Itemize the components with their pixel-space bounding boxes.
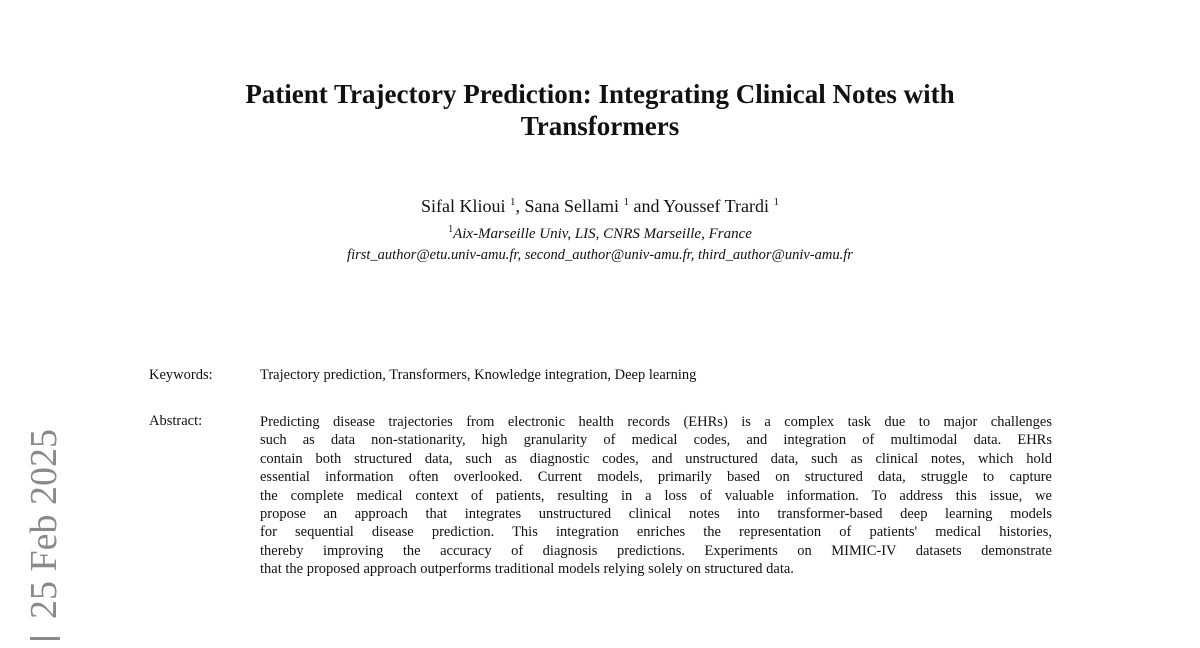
abstract-line: thereby improving the accuracy of diagno… <box>260 542 1052 559</box>
keywords-text: Trajectory prediction, Transformers, Kno… <box>260 367 697 383</box>
abstract-line: Predicting disease trajectories from ele… <box>260 414 1052 430</box>
arxiv-date: 25 Feb 2025 <box>23 429 65 619</box>
abstract-line: contain both structured data, such as di… <box>260 450 1052 467</box>
author-separator: and <box>628 196 664 216</box>
affiliation: 1Aix-Marseille Univ, LIS, CNRS Marseille… <box>0 224 1200 243</box>
abstract-line: the complete medical context of patients… <box>260 487 1052 504</box>
paper-title: Patient Trajectory Prediction: Integrati… <box>0 78 1200 142</box>
stamp-separator <box>30 637 60 640</box>
title-line-2: Transformers <box>520 111 680 141</box>
abstract-line: that the proposed approach outperforms t… <box>260 561 794 578</box>
abstract-body: Predicting disease trajectories from ele… <box>260 413 1052 579</box>
arxiv-side-stamp: 25 Feb 2025 <box>22 429 66 640</box>
author-emails: first_author@etu.univ-amu.fr, second_aut… <box>347 247 853 263</box>
affiliation-mark: 1 <box>448 224 454 235</box>
author-name: Sana Sellami <box>524 196 619 216</box>
author-name: Sifal Klioui <box>420 196 506 216</box>
author-name: Youssef Trardi <box>663 196 770 216</box>
title-line-1: Patient Trajectory Prediction: Integrati… <box>245 79 955 109</box>
abstract-label: Abstract: <box>149 413 203 429</box>
author-affiliation-mark: 1 <box>773 196 780 208</box>
author-list: Sifal Klioui 1, Sana Sellami 1 and Youss… <box>0 196 1200 217</box>
affiliation-text: Aix-Marseille Univ, LIS, CNRS Marseille,… <box>453 226 752 242</box>
abstract-line: propose an approach that integrates unst… <box>260 506 1052 523</box>
abstract-line: for sequential disease prediction. This … <box>260 524 1052 541</box>
author-affiliation-mark: 1 <box>509 196 516 208</box>
abstract-line: essential information often overlooked. … <box>260 469 1052 486</box>
abstract-line: such as data non-stationarity, high gran… <box>260 432 1052 449</box>
author-separator: , <box>515 196 525 216</box>
keywords-label: Keywords: <box>149 367 213 383</box>
author-affiliation-mark: 1 <box>623 196 629 208</box>
